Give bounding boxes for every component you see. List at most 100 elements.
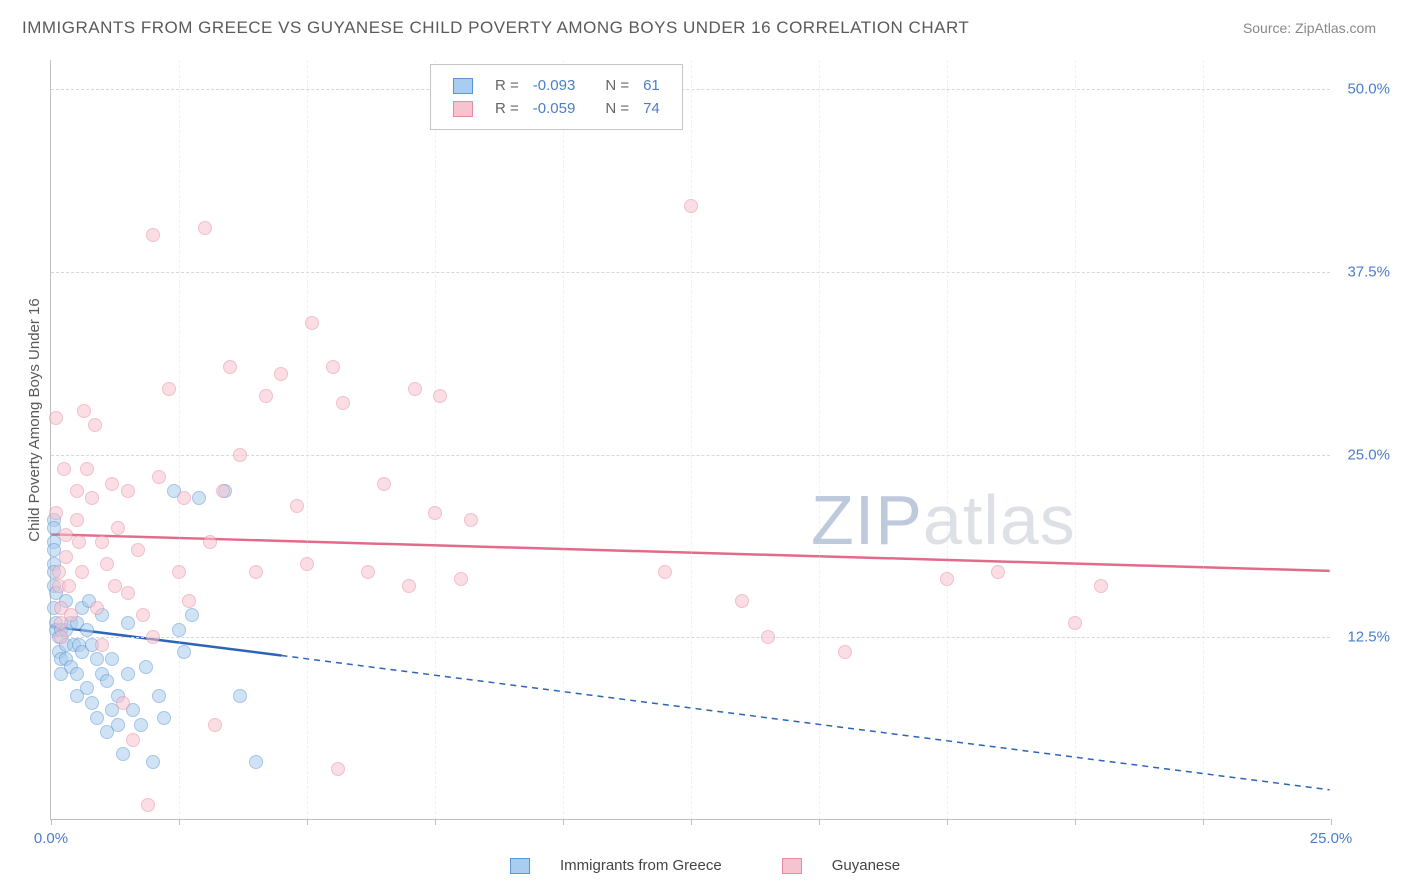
scatter-point	[105, 477, 119, 491]
chart-title: IMMIGRANTS FROM GREECE VS GUYANESE CHILD…	[22, 18, 969, 38]
scatter-point	[64, 608, 78, 622]
scatter-point	[121, 667, 135, 681]
scatter-point	[126, 733, 140, 747]
scatter-point	[223, 360, 237, 374]
scatter-point	[108, 579, 122, 593]
gridline-vertical	[1203, 60, 1204, 819]
source-label: Source: ZipAtlas.com	[1243, 20, 1376, 36]
x-tick-mark	[179, 819, 180, 825]
x-tick-label: 0.0%	[34, 830, 68, 847]
scatter-point	[464, 513, 478, 527]
scatter-point	[146, 630, 160, 644]
legend-item: Guyanese	[782, 857, 930, 874]
x-tick-mark	[819, 819, 820, 825]
x-tick-mark	[1203, 819, 1204, 825]
r-value: -0.059	[527, 98, 582, 119]
n-value: 74	[637, 98, 666, 119]
scatter-point	[52, 565, 66, 579]
scatter-point	[192, 491, 206, 505]
scatter-point	[300, 557, 314, 571]
scatter-point	[49, 506, 63, 520]
scatter-point	[146, 228, 160, 242]
gridline-vertical	[947, 60, 948, 819]
scatter-point	[684, 199, 698, 213]
scatter-point	[408, 382, 422, 396]
scatter-point	[70, 484, 84, 498]
x-tick-mark	[307, 819, 308, 825]
scatter-point	[90, 711, 104, 725]
legend-swatch	[782, 858, 802, 874]
scatter-point	[331, 762, 345, 776]
scatter-point	[80, 462, 94, 476]
x-tick-mark	[947, 819, 948, 825]
x-tick-mark	[1331, 819, 1332, 825]
scatter-point	[59, 528, 73, 542]
scatter-point	[72, 535, 86, 549]
scatter-point	[80, 681, 94, 695]
watermark-light: atlas	[923, 481, 1076, 559]
scatter-point	[100, 674, 114, 688]
scatter-point	[233, 689, 247, 703]
scatter-point	[121, 484, 135, 498]
gridline-vertical	[563, 60, 564, 819]
y-tick-label: 37.5%	[1347, 263, 1390, 280]
scatter-point	[157, 711, 171, 725]
scatter-point	[290, 499, 304, 513]
scatter-point	[940, 572, 954, 586]
gridline-vertical	[819, 60, 820, 819]
scatter-point	[139, 660, 153, 674]
scatter-point	[116, 696, 130, 710]
scatter-point	[433, 389, 447, 403]
gridline-vertical	[1075, 60, 1076, 819]
scatter-point	[182, 594, 196, 608]
scatter-point	[62, 579, 76, 593]
r-label: R =	[489, 75, 525, 96]
n-value: 61	[637, 75, 666, 96]
scatter-point	[95, 535, 109, 549]
y-tick-label: 50.0%	[1347, 81, 1390, 98]
scatter-point	[90, 652, 104, 666]
watermark-bold: ZIP	[811, 481, 923, 559]
scatter-point	[57, 462, 71, 476]
legend-item: Immigrants from Greece	[510, 857, 752, 874]
legend-swatch	[453, 78, 473, 94]
scatter-point	[177, 491, 191, 505]
scatter-point	[249, 755, 263, 769]
scatter-point	[172, 623, 186, 637]
scatter-point	[90, 601, 104, 615]
legend-swatch	[510, 858, 530, 874]
scatter-point	[336, 396, 350, 410]
scatter-point	[136, 608, 150, 622]
scatter-point	[216, 484, 230, 498]
x-tick-label: 25.0%	[1310, 830, 1353, 847]
scatter-point	[70, 667, 84, 681]
scatter-point	[85, 696, 99, 710]
y-axis-title: Child Poverty Among Boys Under 16	[26, 298, 43, 541]
scatter-point	[85, 491, 99, 505]
scatter-point	[134, 718, 148, 732]
legend-stat-row: R =-0.093N =61	[447, 75, 666, 96]
scatter-point	[203, 535, 217, 549]
scatter-point	[111, 521, 125, 535]
scatter-point	[233, 448, 247, 462]
scatter-point	[177, 645, 191, 659]
gridline-vertical	[307, 60, 308, 819]
scatter-point	[121, 586, 135, 600]
scatter-point	[658, 565, 672, 579]
scatter-point	[1068, 616, 1082, 630]
scatter-point	[361, 565, 375, 579]
scatter-point	[88, 418, 102, 432]
watermark: ZIPatlas	[811, 480, 1076, 560]
scatter-point	[152, 470, 166, 484]
scatter-point	[100, 557, 114, 571]
scatter-point	[838, 645, 852, 659]
scatter-point	[274, 367, 288, 381]
scatter-point	[121, 616, 135, 630]
n-label: N =	[599, 75, 635, 96]
scatter-point	[249, 565, 263, 579]
series-legend: Immigrants from Greece Guyanese	[510, 857, 960, 874]
scatter-point	[735, 594, 749, 608]
scatter-point	[305, 316, 319, 330]
legend-swatch	[453, 101, 473, 117]
scatter-point	[172, 565, 186, 579]
